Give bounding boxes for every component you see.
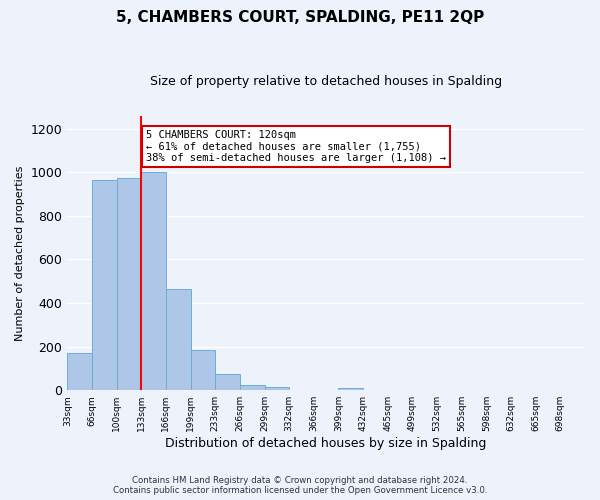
Bar <box>191 350 215 390</box>
Bar <box>215 374 240 390</box>
Bar <box>240 385 265 390</box>
Bar <box>265 387 289 390</box>
Text: Contains HM Land Registry data © Crown copyright and database right 2024.
Contai: Contains HM Land Registry data © Crown c… <box>113 476 487 495</box>
Bar <box>166 289 191 390</box>
X-axis label: Distribution of detached houses by size in Spalding: Distribution of detached houses by size … <box>166 437 487 450</box>
Bar <box>141 172 166 390</box>
Text: 5 CHAMBERS COURT: 120sqm
← 61% of detached houses are smaller (1,755)
38% of sem: 5 CHAMBERS COURT: 120sqm ← 61% of detach… <box>146 130 446 163</box>
Bar <box>92 180 116 390</box>
Bar <box>338 388 363 390</box>
Title: Size of property relative to detached houses in Spalding: Size of property relative to detached ho… <box>150 75 502 88</box>
Text: 5, CHAMBERS COURT, SPALDING, PE11 2QP: 5, CHAMBERS COURT, SPALDING, PE11 2QP <box>116 10 484 25</box>
Bar <box>116 178 141 390</box>
Bar <box>67 353 92 390</box>
Y-axis label: Number of detached properties: Number of detached properties <box>15 165 25 340</box>
